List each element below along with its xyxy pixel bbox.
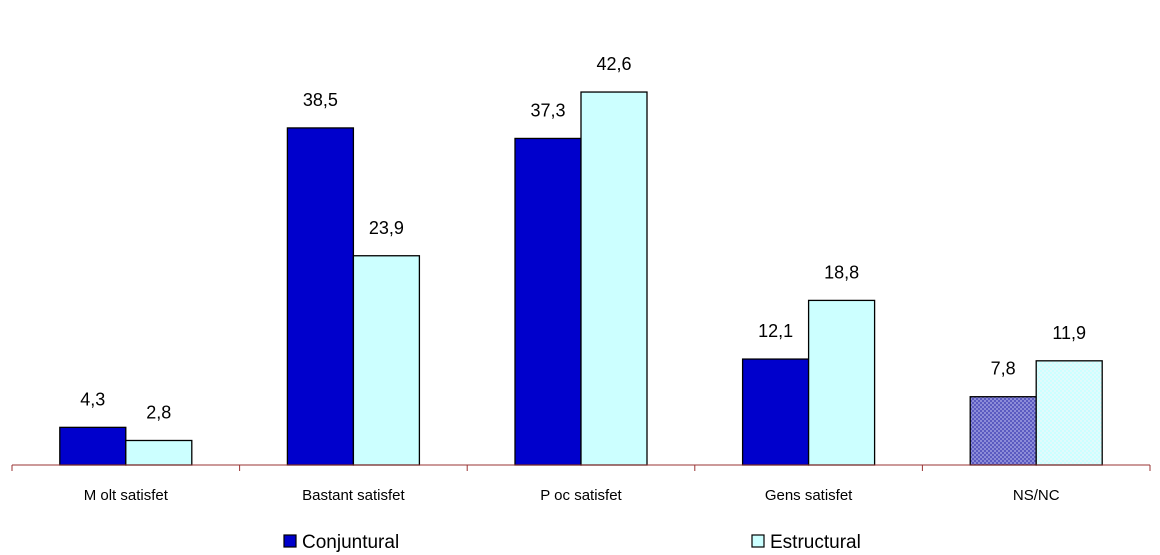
data-label-conjuntural-5: 7,8 xyxy=(991,359,1016,379)
category-label-1: M olt satisfet xyxy=(84,487,169,504)
bar-conjuntural-5 xyxy=(969,396,1037,466)
legend-label-estructural: Estructural xyxy=(770,532,861,553)
category-label-3: P oc satisfet xyxy=(540,487,622,504)
legend-label-conjuntural: Conjuntural xyxy=(302,532,399,553)
bar-estructural-2 xyxy=(352,255,421,466)
data-label-estructural-2: 23,9 xyxy=(369,218,404,238)
data-label-estructural-3: 42,6 xyxy=(596,54,631,74)
bar-estructural-3 xyxy=(580,91,648,466)
data-label-conjuntural-4: 12,1 xyxy=(758,321,793,341)
bar-conjuntural-4 xyxy=(741,358,810,466)
legend: Conjuntural Estructural xyxy=(283,532,861,553)
data-label-estructural-4: 18,8 xyxy=(824,262,859,282)
category-label-5: NS/NC xyxy=(1013,487,1060,504)
data-label-conjuntural-1: 4,3 xyxy=(80,389,105,409)
bars-layer xyxy=(59,91,1103,466)
category-label-2: Bastant satisfet xyxy=(302,487,405,504)
data-label-estructural-5: 11,9 xyxy=(1052,323,1086,343)
legend-swatch-estructural xyxy=(751,534,765,548)
x-axis: M olt satisfet Bastant satisfet P oc satis… xyxy=(11,464,1151,504)
legend-swatch-conjuntural xyxy=(283,534,297,548)
bar-conjuntural-3 xyxy=(514,137,582,466)
category-label-4: Gens satisfet xyxy=(765,487,853,504)
bar-estructural-1 xyxy=(125,439,193,466)
bar-estructural-5 xyxy=(1035,360,1103,466)
data-label-conjuntural-3: 37,3 xyxy=(530,100,565,120)
value-labels-layer: 4,3 2,8 38,5 23,9 37,3 42,6 12,1 18,8 7,8 11,9 xyxy=(80,54,1086,422)
bar-conjuntural-1 xyxy=(59,426,127,466)
data-label-estructural-1: 2,8 xyxy=(146,402,171,422)
data-label-conjuntural-2: 38,5 xyxy=(303,90,338,110)
bar-estructural-4 xyxy=(807,299,876,466)
bar-conjuntural-2 xyxy=(286,127,355,466)
